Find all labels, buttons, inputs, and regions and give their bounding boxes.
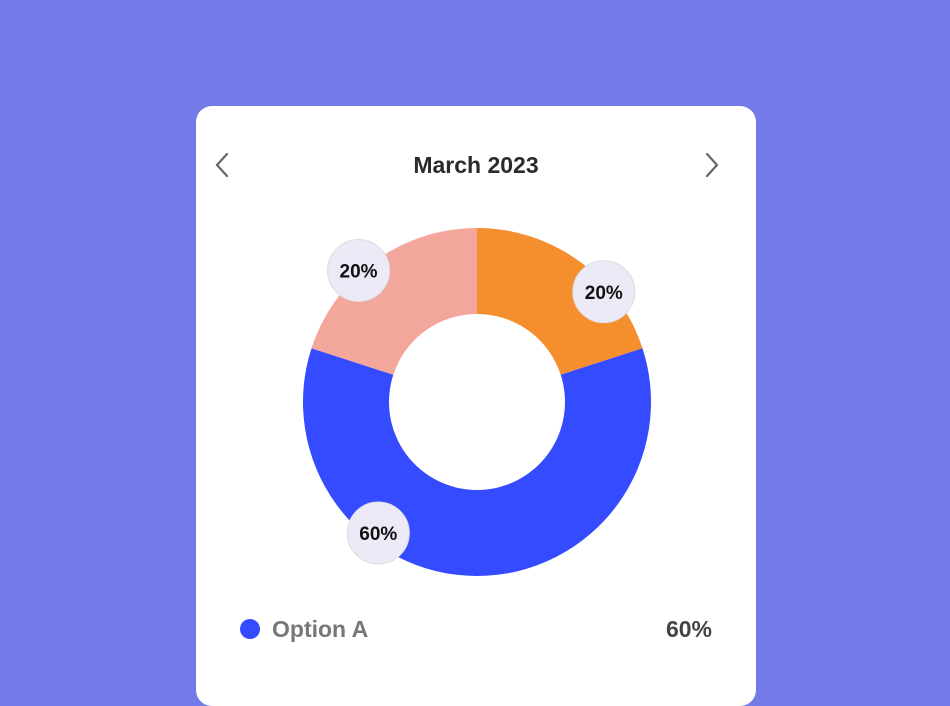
legend-item: Option A 60% (240, 614, 712, 644)
donut-chart: 20% 60% 20% (303, 228, 651, 576)
legend-label: Option A (272, 615, 369, 642)
label-bubble (327, 238, 391, 302)
label-bubble (346, 501, 410, 565)
donut-slice[interactable] (311, 228, 477, 375)
legend-value: 60% (665, 615, 712, 642)
slice-label-text: 60% (359, 524, 397, 545)
chart-card: March 2023 20% 60% 20% Option A 60% (196, 106, 756, 706)
donut-slice[interactable] (477, 228, 643, 375)
slice-label: 60% (346, 501, 410, 565)
chart-title: March 2023 (413, 152, 539, 178)
legend-color-dot (240, 619, 260, 639)
slice-label-text: 20% (585, 283, 623, 304)
label-bubble (572, 260, 636, 324)
slice-label-text: 20% (340, 261, 378, 282)
slice-label: 20% (572, 260, 636, 324)
chevron-right-icon (705, 152, 719, 178)
slice-label: 20% (327, 238, 391, 302)
previous-month-button[interactable] (208, 150, 238, 180)
next-month-button[interactable] (696, 150, 726, 180)
chevron-left-icon (215, 152, 229, 178)
